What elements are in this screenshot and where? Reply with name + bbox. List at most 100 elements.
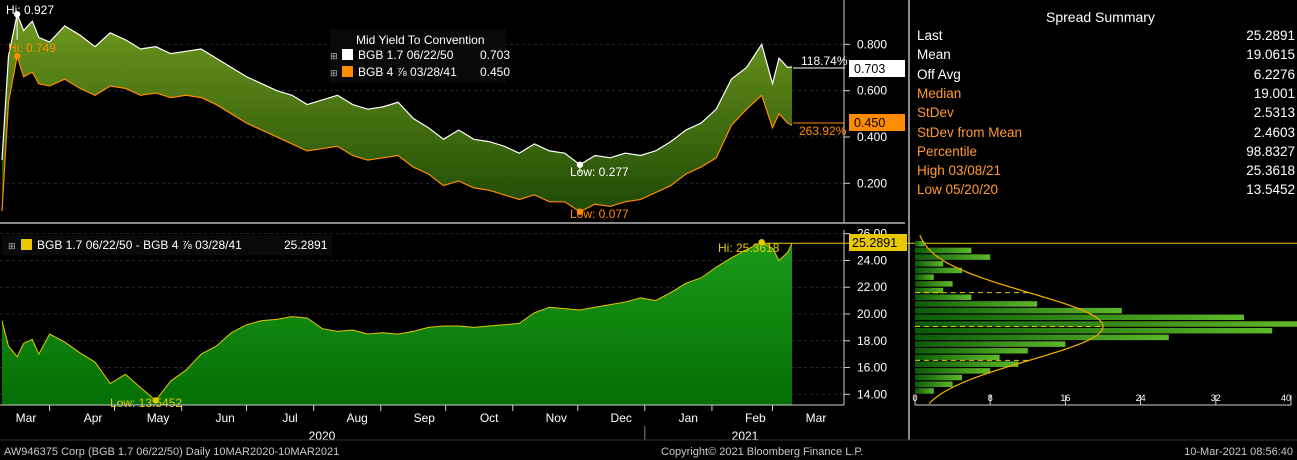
histogram-x-tick-label: 40 [1281,393,1291,403]
last-value-tag-orange-text: 0.450 [854,116,885,130]
summary-row-label: StDev [917,105,954,121]
expand-icon[interactable]: ⊞ [8,241,16,251]
histogram-bar [915,334,1169,341]
legend-item-white-label: BGB 1.7 06/22/50 [358,48,454,62]
top-legend[interactable]: Mid Yield To Convention ⊞ BGB 1.7 06/22/… [330,29,510,83]
histogram-bar [915,267,962,274]
histogram-x-tick-label: 8 [988,393,993,403]
histogram-bar [915,341,1066,347]
series-line-bgb-2041 [1,55,793,213]
summary-row-value: 13.5452 [1246,182,1295,198]
summary-row: Off Avg 6.2276 [917,67,1295,86]
ratio-orange: 263.92% [799,124,847,138]
histogram-bar [915,240,925,247]
spread-area [1,241,793,405]
ratio-white: 118.74% [801,54,848,68]
legend-swatch-orange [342,66,353,77]
histogram-bar [915,321,1297,327]
summary-row-value: 19.0615 [1246,47,1295,63]
x-tick-label: Sep [414,411,436,425]
x-tick-label: May [147,411,170,425]
histogram-bar [915,261,944,267]
summary-row-value: 25.3618 [1246,163,1295,179]
summary-row: Last 25.2891 [917,28,1295,47]
yield-band [1,12,793,213]
summary-row: Median 19.001 [917,86,1295,105]
y-tick-label: 24.00 [857,253,887,267]
summary-row-label: Median [917,85,962,101]
footer-center: Copyright© 2021 Bloomberg Finance L.P. [661,446,863,458]
histogram-bar [915,388,934,394]
summary-row-label: Last [917,28,943,43]
histogram-bar [915,368,991,374]
histogram-bar [915,374,962,381]
histogram-bar [915,254,991,260]
summary-row: StDev from Mean 2.4603 [917,125,1295,144]
y-tick-label: 0.200 [857,176,887,190]
y-tick-label: 14.00 [857,387,887,401]
summary-row: High 03/08/21 25.3618 [917,163,1295,182]
expand-icon[interactable]: ⊞ [330,51,338,61]
x-tick-label: Jun [215,411,234,425]
histogram-bar [915,247,972,254]
histogram-bar [915,354,1000,361]
histogram-x-tick-label: 24 [1136,393,1146,403]
x-tick-label: Mar [806,411,827,425]
y-tick-label: 0.600 [857,84,887,98]
histogram-x-tick-label: 32 [1211,393,1221,403]
x-tick-label: Apr [84,411,103,425]
summary-row-value: 25.2891 [1246,28,1295,43]
summary-row-label: Mean [917,47,951,63]
footer-left: AW946375 Corp (BGB 1.7 06/22/50) Daily 1… [4,446,339,458]
histogram-bar [915,361,1019,367]
x-year-label: 2021 [732,429,759,443]
x-tick-label: Oct [480,411,499,425]
histogram-bar [915,348,1028,354]
legend-item-orange-label: BGB 4 ⅞ 03/28/41 [358,65,457,79]
annotation-low-spread: Low: 13.5452 [110,396,182,410]
summary-row: StDev 2.5313 [917,105,1295,124]
x-tick-label: Aug [346,411,367,425]
hi-marker-spread [758,239,765,246]
distribution-histogram: 0 8 16 24 32 40 [912,234,1297,406]
histogram-bar [915,294,972,300]
annotation-low-white: Low: 0.277 [570,165,629,179]
x-year-label: 2020 [309,429,336,443]
x-tick-label: Jan [679,411,698,425]
annotation-hi-spread: Hi: 25.3618 [718,241,780,255]
histogram-x-tick-label: 0 [912,393,917,403]
spread-area-fill [2,242,792,405]
summary-row-label: StDev from Mean [917,124,1023,140]
x-tick-label: Feb [745,411,766,425]
legend-swatch-spread [21,239,32,250]
last-value-tag-spread [849,234,907,251]
summary-row-label: High 03/08/21 [917,163,1002,179]
summary-row-label: Low 05/20/20 [917,182,999,198]
spread-line [1,241,793,402]
y-tick-label: 22.00 [857,280,887,294]
top-legend-title: Mid Yield To Convention [356,33,485,47]
summary-row-value: 2.4603 [1253,124,1295,140]
top-markers [13,11,584,215]
y-tick-label: 0.800 [857,37,887,51]
summary-row: Low 05/20/20 13.5452 [917,182,1295,201]
normal-fit-curve [919,234,1104,405]
bottom-legend[interactable]: ⊞ BGB 1.7 06/22/50 - BGB 4 ⅞ 03/28/41 25… [2,235,332,255]
annotation-hi-white: Hi: 0.927 [6,3,54,17]
x-tick-label: Nov [546,411,567,425]
summary-row-value: 6.2276 [1253,66,1295,82]
histogram-bar [915,307,1122,314]
low-marker-spread [152,397,159,404]
hi-marker-orange [13,52,21,60]
bottom-legend-label: BGB 1.7 06/22/50 - BGB 4 ⅞ 03/28/41 [37,238,242,252]
y-tick-label: 0.400 [857,130,887,144]
annotation-low-orange: Low: 0.077 [570,207,629,221]
legend-swatch-white [342,49,353,60]
last-value-tag-spread-text: 25.2891 [852,236,897,250]
series-line-bgb-2050 [1,12,793,166]
summary-row: Mean 19.0615 [917,47,1295,66]
expand-icon[interactable]: ⊞ [330,68,338,78]
annotation-hi-orange: Hi: 0.749 [8,41,56,55]
last-value-tag-white-text: 0.703 [854,62,885,76]
